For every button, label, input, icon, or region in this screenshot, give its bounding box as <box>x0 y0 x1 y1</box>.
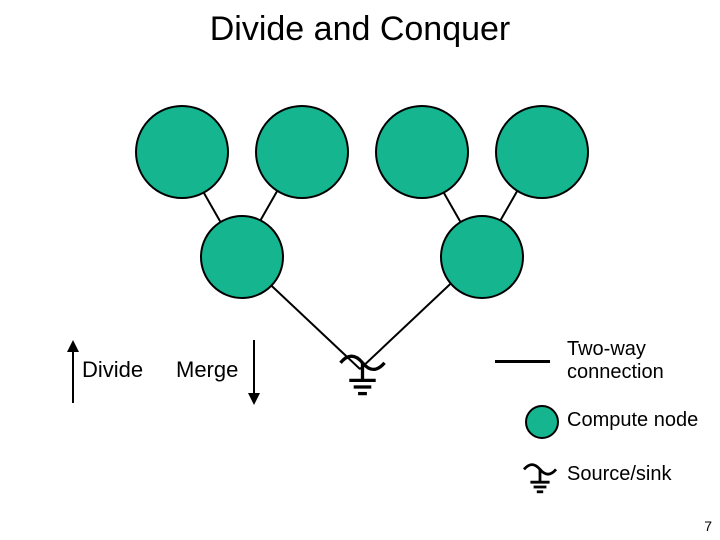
compute-node <box>135 105 229 199</box>
compute-node <box>200 215 284 299</box>
slide-title: Divide and Conquer <box>0 10 720 49</box>
compute-node <box>255 105 349 199</box>
slide: { "title": "Divide and Conquer", "page_n… <box>0 0 720 540</box>
legend-two-way-line <box>495 360 550 363</box>
legend-source-sink-icon <box>520 455 560 495</box>
source-sink-node <box>335 343 390 398</box>
legend-compute-node-icon <box>525 405 559 439</box>
divide-label: Divide <box>82 357 143 383</box>
merge-label: Merge <box>176 357 238 383</box>
compute-node <box>375 105 469 199</box>
legend-two-way-label: Two-way connection <box>567 338 664 384</box>
compute-node <box>440 215 524 299</box>
compute-node <box>495 105 589 199</box>
legend-compute-node-label: Compute node <box>567 409 698 432</box>
page-number: 7 <box>704 518 712 534</box>
legend-source-sink-label: Source/sink <box>567 463 672 486</box>
